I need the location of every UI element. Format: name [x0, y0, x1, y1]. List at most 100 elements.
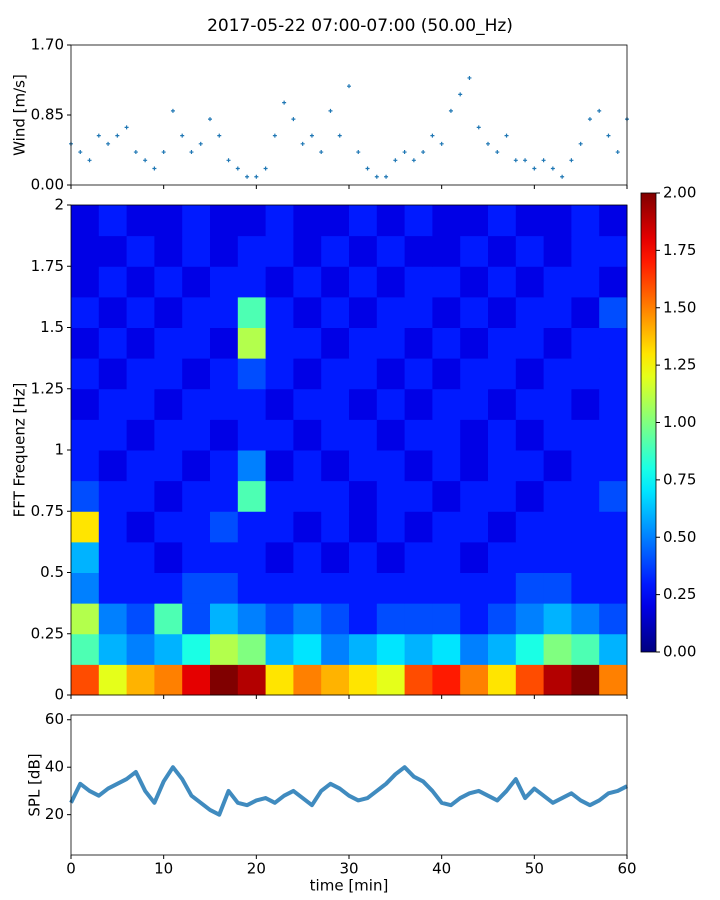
heatmap-cell	[237, 603, 267, 635]
heatmap-cell	[293, 541, 322, 573]
heatmap-cell	[210, 296, 239, 328]
wind-point	[263, 166, 268, 171]
x-tick-label: 20	[247, 860, 266, 878]
heatmap-cell	[293, 450, 322, 482]
heatmap-cell	[404, 633, 433, 665]
heatmap-cell	[349, 633, 378, 665]
heatmap-cell	[71, 450, 100, 482]
heatmap-cell	[98, 480, 128, 512]
heatmap-cell	[265, 235, 294, 267]
heatmap-cell	[432, 480, 461, 512]
heatmap-cell	[265, 388, 294, 420]
heatmap-cell	[265, 664, 294, 696]
heatmap-cell	[460, 388, 489, 420]
heatmap-cell	[488, 388, 517, 420]
heatmap-cell	[237, 664, 267, 696]
wind-point	[189, 150, 194, 155]
wind-point	[578, 141, 583, 146]
x-axis-label: time [min]	[310, 877, 389, 895]
heatmap-cell	[432, 296, 461, 328]
heatmap-cell	[460, 664, 489, 696]
wind-point	[513, 158, 518, 163]
heatmap-cell	[460, 541, 489, 573]
heatmap-cell	[543, 419, 572, 451]
heatmap-cell	[543, 450, 572, 482]
heatmap-cell	[321, 358, 350, 390]
wind-point	[180, 133, 185, 138]
heatmap-cell	[154, 603, 183, 635]
heatmap-cell	[349, 511, 378, 543]
heatmap-cell	[71, 296, 100, 328]
heatmap-cell	[126, 358, 155, 390]
heatmap-cell	[488, 266, 517, 298]
heatmap-cell	[71, 633, 100, 665]
heatmap-cell	[376, 511, 406, 543]
heatmap-cell	[349, 358, 378, 390]
wind-point	[476, 125, 481, 130]
heatmap-cell	[460, 572, 489, 604]
heatmap-cell	[154, 327, 183, 359]
heatmap-cell	[293, 327, 322, 359]
heatmap-cell	[237, 327, 267, 359]
heatmap-cell	[293, 511, 322, 543]
heatmap-cell	[599, 541, 628, 573]
axes-frame	[70, 714, 628, 856]
heatmap-cell	[571, 664, 600, 696]
heatmap-cell	[432, 603, 461, 635]
heatmap-cell	[376, 541, 406, 573]
heatmap-cell	[154, 388, 183, 420]
y-tick-label: 0	[54, 686, 64, 704]
wind-point	[430, 133, 435, 138]
heatmap-cell	[460, 358, 489, 390]
wind-point	[96, 133, 101, 138]
heatmap-cell	[321, 327, 350, 359]
heatmap-cell	[126, 419, 155, 451]
heatmap-cell	[543, 388, 572, 420]
heatmap-cell	[210, 511, 239, 543]
heatmap-cell	[376, 327, 406, 359]
y-tick-label: 40	[45, 758, 64, 776]
heatmap-cell	[293, 235, 322, 267]
heatmap-cell	[599, 664, 628, 696]
heatmap-cell	[182, 664, 211, 696]
x-tick-label: 0	[66, 860, 76, 878]
heatmap-cell	[182, 235, 211, 267]
heatmap-cell	[571, 541, 600, 573]
heatmap-cell	[571, 603, 600, 635]
heatmap-cell	[460, 450, 489, 482]
heatmap-cell	[126, 633, 155, 665]
wind-point	[161, 150, 166, 155]
heatmap-cell	[293, 572, 322, 604]
heatmap-cell	[293, 603, 322, 635]
wind-point	[532, 166, 537, 171]
y-tick-label: 1.75	[31, 257, 64, 275]
heatmap-cell	[265, 633, 294, 665]
heatmap-cell	[404, 572, 433, 604]
heatmap-cell	[349, 480, 378, 512]
heatmap-cell	[182, 358, 211, 390]
heatmap-cell	[154, 633, 183, 665]
wind-point	[374, 174, 379, 179]
heatmap-cell	[515, 633, 545, 665]
heatmap-cell	[543, 266, 572, 298]
x-tick-label: 50	[525, 860, 544, 878]
heatmap-cell	[182, 388, 211, 420]
heatmap-cell	[154, 205, 183, 237]
heatmap-cell	[182, 327, 211, 359]
heatmap-cell	[515, 572, 545, 604]
heatmap-cell	[237, 541, 267, 573]
heatmap-cell	[404, 358, 433, 390]
heatmap-cell	[321, 480, 350, 512]
heatmap-cell	[515, 664, 545, 696]
y-tick-label: 1.25	[31, 379, 64, 397]
heatmap-cell	[265, 511, 294, 543]
heatmap-cell	[460, 266, 489, 298]
heatmap-cell	[404, 603, 433, 635]
heatmap-cell	[154, 419, 183, 451]
heatmap-cell	[182, 633, 211, 665]
wind-point	[402, 150, 407, 155]
wind-point	[587, 117, 592, 122]
heatmap-cell	[543, 327, 572, 359]
wind-point	[226, 158, 231, 163]
